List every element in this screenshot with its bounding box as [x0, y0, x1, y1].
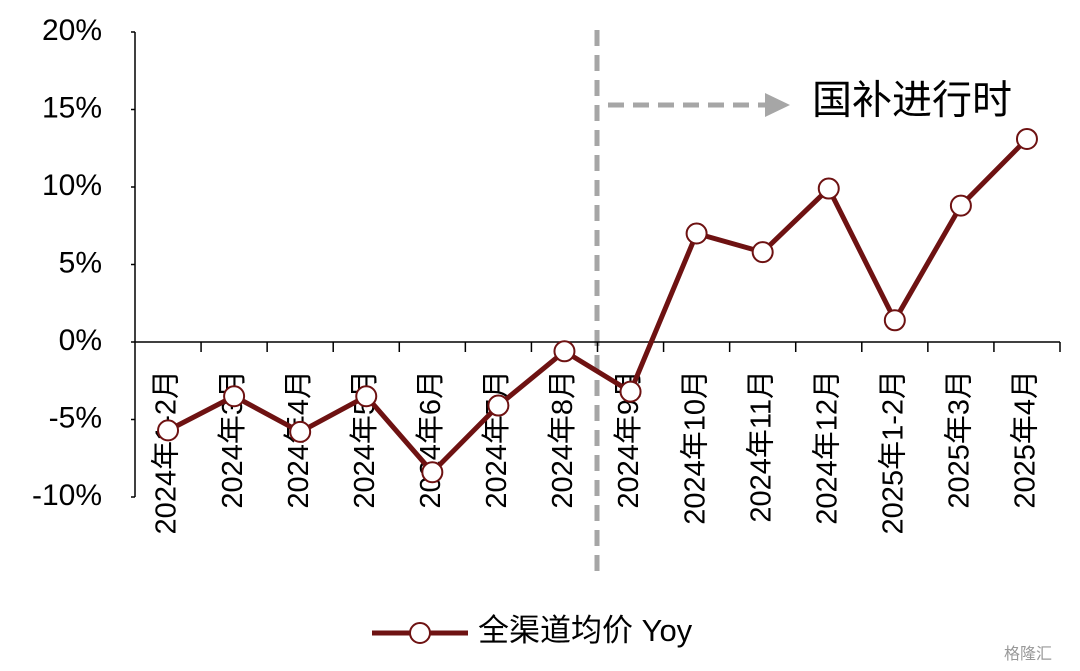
point: [751, 241, 774, 264]
point: [949, 194, 972, 217]
x-tick-label: 2024年10月: [678, 370, 711, 525]
point: [223, 385, 246, 408]
y-tick-label: 15%: [42, 91, 102, 124]
point: [1015, 127, 1038, 150]
y-tick-label: -5%: [49, 401, 102, 434]
x-tick-label: 2024年8月: [546, 370, 579, 509]
y-tick-label: 10%: [42, 169, 102, 202]
annotation: 国补进行时: [812, 79, 1012, 123]
legend-label: 全渠道均价 Yoy: [478, 613, 693, 648]
x-tick-label: 2024年6月: [414, 370, 447, 509]
y-tick-label: 5%: [59, 246, 102, 279]
y-tick-label: 20%: [42, 14, 102, 47]
x-tick-label: 2025年4月: [1009, 370, 1042, 509]
point: [289, 420, 312, 443]
point: [157, 419, 180, 442]
watermark: 格隆汇: [1004, 645, 1052, 663]
x-tick-label: 2024年7月: [480, 370, 513, 509]
point: [817, 177, 840, 200]
x-tick-label: 2025年3月: [943, 370, 976, 509]
point: [355, 385, 378, 408]
arrow-head: [765, 93, 790, 117]
y-tick-label: -10%: [32, 479, 102, 512]
point: [553, 340, 576, 363]
point: [619, 380, 642, 403]
point: [421, 461, 444, 484]
x-tick-label: 2024年11月: [744, 370, 777, 523]
point: [685, 222, 708, 245]
x-tick-label: 2024年1-2月: [150, 370, 183, 534]
series-line: [166, 137, 1029, 476]
point: [883, 309, 906, 332]
x-tick-label: 2025年1-2月: [876, 370, 909, 534]
point: [487, 394, 510, 417]
x-tick-label: 2024年12月: [810, 370, 843, 525]
legend-marker: [409, 622, 431, 644]
y-tick-label: 0%: [59, 324, 102, 357]
